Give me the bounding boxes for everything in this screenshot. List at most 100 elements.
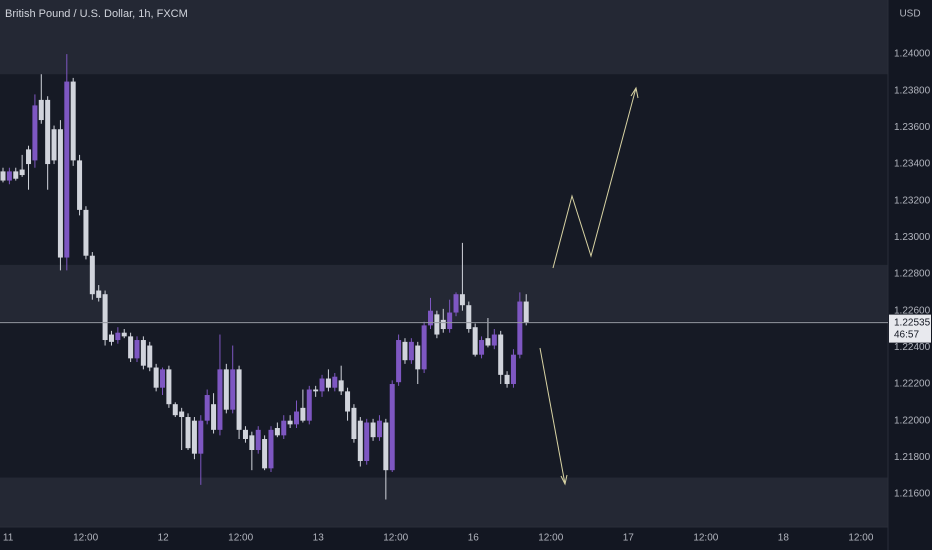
- candle-body: [523, 301, 529, 323]
- candle-body: [268, 429, 274, 469]
- candle-body: [96, 290, 102, 298]
- candle-body: [160, 369, 166, 388]
- x-tick-label: 16: [468, 533, 480, 544]
- countdown-label: 46:57: [894, 329, 919, 340]
- candle-body: [230, 369, 236, 410]
- y-tick-label: 1.22400: [894, 342, 931, 353]
- candle-body: [389, 384, 395, 471]
- candle-body: [338, 380, 344, 392]
- y-tick-label: 1.22200: [894, 379, 931, 390]
- candle-body: [89, 255, 95, 295]
- candle-body: [6, 171, 12, 181]
- zone: [0, 0, 888, 75]
- candle-body: [370, 422, 376, 438]
- down-arrow-head: [560, 474, 568, 486]
- candle-body: [198, 420, 204, 454]
- candle-body: [504, 374, 510, 385]
- candle-body: [204, 395, 210, 421]
- y-tick-label: 1.23800: [894, 85, 931, 96]
- candle-body: [517, 301, 523, 355]
- candle-body: [485, 338, 491, 346]
- y-tick-label: 1.23600: [894, 122, 931, 133]
- candle-body: [249, 435, 255, 451]
- currency-label: USD: [899, 9, 920, 20]
- candle-body: [51, 129, 57, 161]
- candle-body: [466, 305, 472, 330]
- candle-body: [179, 411, 185, 418]
- candle-body: [32, 105, 38, 161]
- y-tick-label: 1.21800: [894, 452, 931, 463]
- y-tick-label: 1.21600: [894, 489, 931, 500]
- candle-body: [0, 171, 6, 181]
- candle-body: [428, 310, 434, 326]
- candle-body: [153, 367, 159, 388]
- candle-body: [319, 378, 325, 392]
- candle-body: [19, 169, 25, 176]
- candle-body: [255, 429, 261, 451]
- candle-body: [57, 129, 63, 258]
- candle-body: [172, 404, 178, 416]
- candle-body: [351, 407, 357, 440]
- candle-body: [376, 420, 382, 438]
- candles: [0, 54, 529, 500]
- down-projection: [539, 347, 566, 485]
- x-tick-label: 12:00: [73, 533, 98, 544]
- candle-body: [13, 171, 19, 179]
- candle-body: [306, 389, 312, 421]
- candle-body: [345, 391, 351, 412]
- y-tick-label: 1.23000: [894, 232, 931, 243]
- up-projection: [552, 87, 637, 269]
- candle-body: [364, 422, 370, 462]
- y-tick-label: 1.23400: [894, 159, 931, 170]
- candle-body: [83, 209, 89, 256]
- candle-body: [70, 81, 76, 161]
- y-tick-label: 1.22600: [894, 305, 931, 316]
- y-tick-label: 1.24000: [894, 49, 931, 60]
- plot-area: [0, 0, 888, 527]
- zones: [0, 0, 888, 527]
- candle-body: [147, 345, 153, 368]
- candle-body: [415, 345, 421, 370]
- x-tick-label: 12:00: [693, 533, 718, 544]
- candle-body: [510, 354, 516, 385]
- candle-body: [38, 99, 44, 121]
- x-tick-label: 12:00: [228, 533, 253, 544]
- x-tick-label: 13: [313, 533, 325, 544]
- candle-body: [191, 420, 197, 454]
- candle-body: [223, 369, 229, 410]
- zone: [0, 477, 888, 527]
- x-tick-label: 12:00: [383, 533, 408, 544]
- candle-body: [102, 294, 108, 341]
- candle-body: [26, 149, 32, 165]
- candle-body: [453, 294, 459, 313]
- candle-body: [440, 319, 446, 330]
- last-price-box: [889, 314, 931, 343]
- candle-body: [281, 420, 287, 436]
- candle-body: [357, 420, 363, 462]
- y-tick-label: 1.22000: [894, 415, 931, 426]
- candle-body: [211, 404, 217, 430]
- candle-body: [236, 369, 242, 430]
- candle-body: [408, 341, 414, 361]
- chart-title: British Pound / U.S. Dollar, 1h, FXCM: [5, 8, 188, 20]
- candle-body: [287, 420, 293, 425]
- candle-body: [294, 411, 300, 425]
- last-price-label: 1.22535: [894, 317, 931, 328]
- candle-body: [77, 160, 83, 210]
- x-tick-label: 12:00: [538, 533, 563, 544]
- candle-body: [402, 341, 408, 361]
- candle-body: [396, 340, 402, 383]
- candle-body: [185, 417, 191, 449]
- x-tick-label: 12:00: [848, 533, 873, 544]
- candle-body: [491, 334, 497, 346]
- zone: [0, 264, 888, 322]
- candle-body: [242, 429, 248, 440]
- candle-body: [274, 428, 280, 436]
- candle-body: [140, 340, 146, 366]
- y-tick-label: 1.23200: [894, 195, 931, 206]
- candle-body: [313, 389, 319, 392]
- candle-body: [383, 422, 389, 471]
- candle-body: [166, 369, 172, 405]
